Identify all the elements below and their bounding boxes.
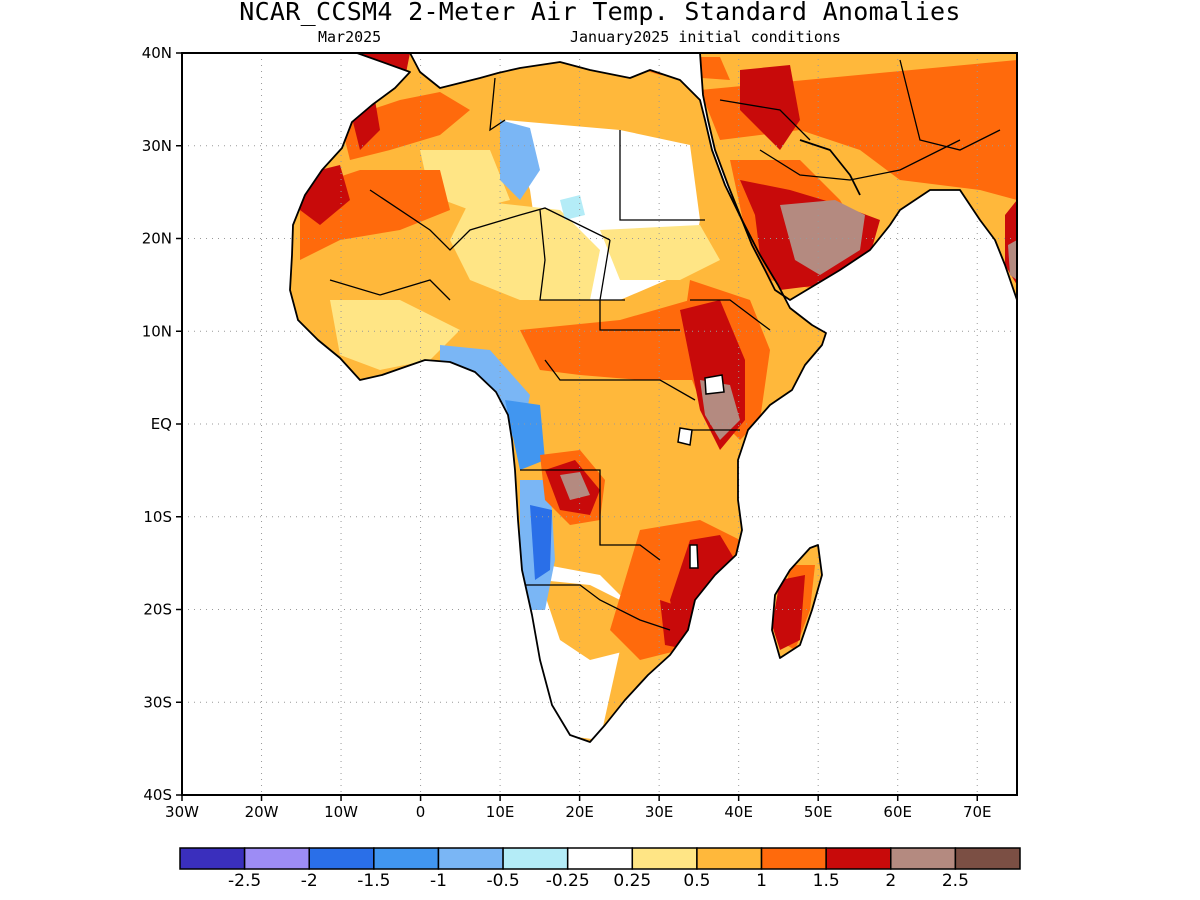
colorbar-label: 1.5 bbox=[813, 871, 840, 891]
lon-tick-label: 40E bbox=[724, 803, 753, 821]
anomaly-shading bbox=[290, 53, 1017, 742]
forecast-month: Mar2025 bbox=[318, 28, 382, 46]
lat-tick-label: 30N bbox=[142, 137, 172, 155]
longitude-axis: 30W 20W 10W 0 10E 20E 30E 40E 50E 60E 70E bbox=[165, 795, 992, 821]
latitude-axis: 40N 30N 20N 10N EQ 10S 20S 30S 40S bbox=[142, 44, 182, 804]
country-borders bbox=[329, 59, 1001, 631]
colorbar-swatch bbox=[308, 847, 375, 870]
initial-conditions: January2025 initial conditions bbox=[570, 28, 841, 46]
colorbar-label: 1 bbox=[756, 871, 767, 891]
lat-tick-label: 40S bbox=[143, 786, 172, 804]
colorbar-swatch bbox=[502, 847, 569, 870]
lat-tick-label: 10S bbox=[143, 508, 172, 526]
lakes bbox=[677, 374, 725, 569]
colorbar-label: 2 bbox=[885, 871, 896, 891]
lon-tick-label: 30W bbox=[165, 803, 199, 821]
lat-tick-label: 40N bbox=[142, 44, 172, 62]
colorbar-swatch bbox=[437, 847, 504, 870]
lon-tick-label: 10W bbox=[324, 803, 358, 821]
colorbar-swatch bbox=[566, 847, 634, 870]
colorbar-label: 0.5 bbox=[683, 871, 710, 891]
colorbar-label: 0.25 bbox=[613, 871, 651, 891]
colorbar-swatch bbox=[825, 847, 892, 870]
colorbar-label: -0.5 bbox=[486, 871, 519, 891]
lon-tick-label: 30E bbox=[645, 803, 674, 821]
colorbar-label: -1 bbox=[430, 871, 447, 891]
colorbar-swatch bbox=[890, 847, 957, 870]
lat-tick-label: 20N bbox=[142, 230, 172, 248]
gridlines bbox=[182, 53, 1017, 795]
lon-tick-label: 60E bbox=[883, 803, 912, 821]
lat-tick-label: 20S bbox=[143, 601, 172, 619]
lat-tick-label: 10N bbox=[142, 322, 172, 340]
colorbar-label: 2.5 bbox=[942, 871, 969, 891]
lat-tick-label: EQ bbox=[151, 415, 172, 433]
lon-tick-label: 70E bbox=[963, 803, 992, 821]
colorbar-swatch bbox=[631, 847, 698, 870]
lon-tick-label: 0 bbox=[416, 803, 426, 821]
colorbar-label: -0.25 bbox=[546, 871, 590, 891]
colorbar-swatch bbox=[179, 847, 246, 870]
lon-tick-label: 20E bbox=[565, 803, 594, 821]
colorbar-label: -2.5 bbox=[228, 871, 261, 891]
colorbar: -2.5 -2 -1.5 -1 -0.5 -0.25 0.25 0.5 1 1.5 2 2.5 bbox=[179, 847, 1021, 891]
colorbar-swatch bbox=[373, 847, 440, 870]
lat-tick-label: 30S bbox=[143, 693, 172, 711]
colorbar-swatch bbox=[696, 847, 763, 870]
lon-tick-label: 50E bbox=[804, 803, 833, 821]
colorbar-label: -2 bbox=[301, 871, 318, 891]
map-title: NCAR_CCSM4 2-Meter Air Temp. Standard An… bbox=[239, 0, 961, 26]
coastlines bbox=[289, 53, 1017, 743]
colorbar-swatch bbox=[243, 847, 310, 870]
lon-tick-label: 20W bbox=[245, 803, 279, 821]
lon-tick-label: 10E bbox=[486, 803, 515, 821]
colorbar-swatch bbox=[954, 847, 1021, 870]
colorbar-label: -1.5 bbox=[357, 871, 390, 891]
colorbar-swatch bbox=[760, 847, 827, 870]
